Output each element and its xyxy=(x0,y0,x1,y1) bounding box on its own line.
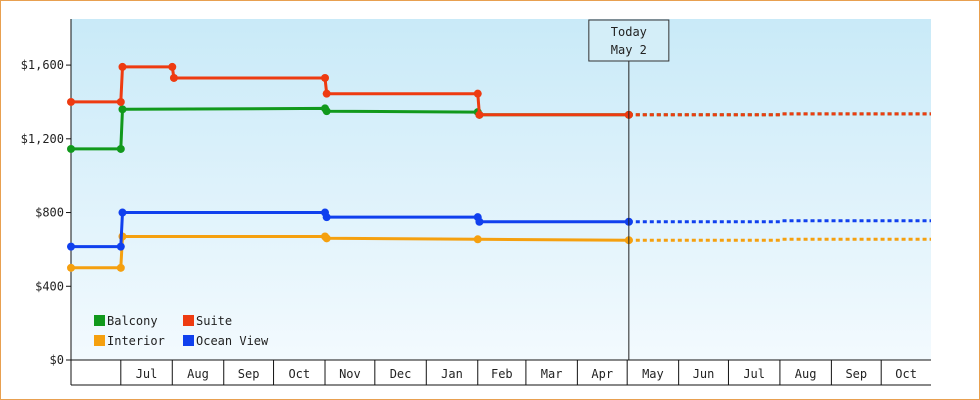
data-point-suite xyxy=(116,97,125,106)
x-tick-label: Oct xyxy=(895,367,917,381)
x-tick-label: Jun xyxy=(693,367,715,381)
x-tick-label: Jan xyxy=(441,367,463,381)
y-tick-label: $400 xyxy=(35,279,64,293)
data-point-interior xyxy=(322,234,331,243)
series-forecast-ocean-view xyxy=(628,219,931,224)
x-tick-label: Aug xyxy=(187,367,209,381)
legend-label-balcony: Balcony xyxy=(107,314,158,328)
data-point-balcony xyxy=(322,107,331,116)
data-point-suite xyxy=(321,73,330,82)
x-tick-label: Mar xyxy=(541,367,563,381)
data-point-ocean-view xyxy=(116,242,125,251)
y-tick-label: $1,200 xyxy=(21,132,64,146)
data-point-suite xyxy=(322,89,331,98)
x-tick-label: Aug xyxy=(795,367,817,381)
data-point-suite xyxy=(473,89,482,98)
x-tick-label: Sep xyxy=(845,367,867,381)
legend-label-ocean-view: Ocean View xyxy=(196,334,269,348)
data-point-suite xyxy=(169,73,178,82)
legend-label-suite: Suite xyxy=(196,314,232,328)
today-label: Today xyxy=(611,25,647,39)
data-point-ocean-view xyxy=(322,213,331,222)
data-point-suite xyxy=(67,97,75,106)
data-point-suite xyxy=(118,62,127,71)
y-tick-label: $1,600 xyxy=(21,58,64,72)
data-point-ocean-view xyxy=(475,217,484,226)
data-point-balcony xyxy=(118,105,127,114)
series-line-suite xyxy=(69,65,631,117)
plot-background xyxy=(71,19,931,360)
x-tick-label: Dec xyxy=(390,367,412,381)
data-point-balcony xyxy=(116,144,125,153)
x-tick-label: May xyxy=(642,367,664,381)
legend-swatch-interior xyxy=(94,335,105,346)
data-point-interior xyxy=(116,263,125,272)
x-tick-label: Jul xyxy=(136,367,158,381)
data-point-ocean-view xyxy=(118,208,127,217)
legend-swatch-balcony xyxy=(94,315,105,326)
today-box xyxy=(588,19,670,62)
x-tick-label: Jul xyxy=(743,367,765,381)
legend-swatch-suite xyxy=(183,315,194,326)
x-tick-label: Oct xyxy=(288,367,310,381)
data-point-suite xyxy=(168,62,177,71)
legend-label-interior: Interior xyxy=(107,334,165,348)
y-tick-label: $800 xyxy=(35,206,64,220)
x-tick-label: Nov xyxy=(339,367,361,381)
data-point-interior xyxy=(67,263,75,272)
series-forecast-suite xyxy=(628,112,931,117)
data-point-interior xyxy=(473,235,482,244)
data-point-suite xyxy=(475,110,484,119)
x-tick-label: Apr xyxy=(591,367,613,381)
data-point-ocean-view xyxy=(67,242,75,251)
legend-swatch-ocean-view xyxy=(183,335,194,346)
series-forecast-interior xyxy=(628,237,931,242)
y-tick-label: $0 xyxy=(50,353,64,367)
today-date-label: May 2 xyxy=(611,43,647,57)
x-tick-label: Sep xyxy=(238,367,260,381)
data-point-balcony xyxy=(67,144,75,153)
x-tick-label: Feb xyxy=(491,367,513,381)
